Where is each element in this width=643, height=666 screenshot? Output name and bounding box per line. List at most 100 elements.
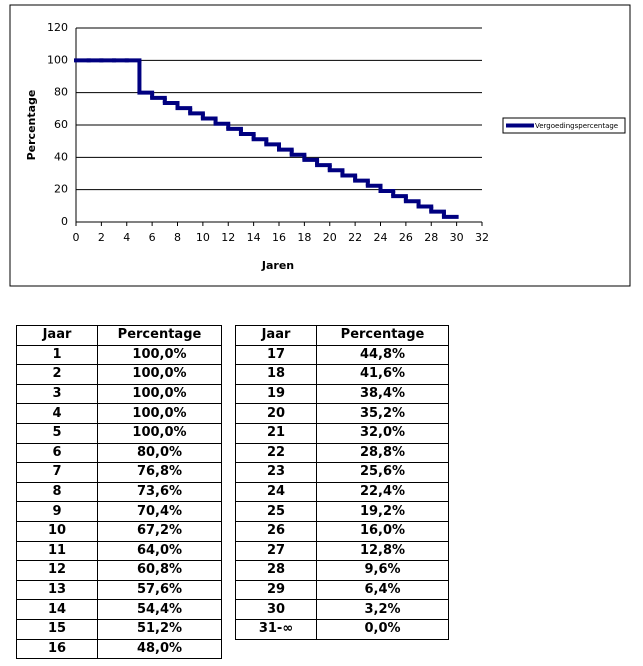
table-row: 26 16,0% [235, 520, 449, 542]
table-cell: 100,0% [97, 344, 222, 366]
table-cell: 100,0% [97, 364, 222, 385]
y-tick-label: 20 [54, 183, 68, 196]
table-row: 14 54,4% [16, 599, 222, 620]
table-cell: 32,0% [316, 422, 449, 444]
table-cell: 12 [16, 560, 98, 581]
table-cell: 19,2% [316, 501, 449, 522]
table-row: 13 57,6% [16, 579, 222, 601]
y-tick-label: 80 [54, 86, 68, 99]
table-row: 9 70,4% [16, 501, 222, 522]
table-cell: 4 [16, 403, 98, 424]
table-cell: 16,0% [316, 520, 449, 542]
x-tick-label: 8 [174, 231, 181, 244]
table-cell: 100,0% [97, 383, 222, 405]
table-cell: 0,0% [316, 618, 449, 640]
table: Jaar Percentage 1 100,0% 2 100,0% 3 100,0% 4 100,… [16, 325, 222, 660]
table-row: 24 22,4% [235, 481, 449, 503]
x-axis-label: Jaren [261, 259, 294, 272]
table-row: Jaar Percentage [235, 325, 449, 346]
table-cell: 11 [16, 540, 98, 562]
x-tick-label: 24 [374, 231, 388, 244]
table-row: 8 73,6% [16, 481, 222, 503]
table-cell: 7 [16, 462, 98, 483]
table-row: 5 100,0% [16, 422, 222, 444]
x-tick-label: 26 [399, 231, 413, 244]
table-row: 27 12,8% [235, 540, 449, 562]
table-cell: 25,6% [316, 462, 449, 483]
table-row: 20 35,2% [235, 403, 449, 424]
table-cell: 100,0% [97, 403, 222, 424]
table-cell: 15 [16, 618, 98, 640]
table-row: 10 67,2% [16, 520, 222, 542]
table-cell: 35,2% [316, 403, 449, 424]
x-tick-label: 14 [247, 231, 261, 244]
table-row: 16 48,0% [16, 638, 222, 660]
table-cell: 1 [16, 344, 98, 366]
y-tick-label: 40 [54, 150, 68, 163]
table-row: 23 25,6% [235, 462, 449, 483]
table-cell: 2 [16, 364, 98, 385]
table-cell: 27 [235, 540, 317, 562]
x-tick-label: 2 [98, 231, 105, 244]
table-row: 12 60,8% [16, 560, 222, 581]
table-cell: 20 [235, 403, 317, 424]
table-cell: 14 [16, 599, 98, 620]
table-cell: 29 [235, 579, 317, 601]
table-row: 1 100,0% [16, 344, 222, 366]
table-cell: 10 [16, 520, 98, 542]
legend [502, 117, 626, 134]
table-cell: 51,2% [97, 618, 222, 640]
table-row: 22 28,8% [235, 442, 449, 464]
chart-frame [9, 4, 631, 287]
table-cell: 41,6% [316, 364, 449, 385]
table-cell: 6 [16, 442, 98, 464]
x-tick-label: 10 [196, 231, 210, 244]
table-row: 17 44,8% [235, 344, 449, 366]
table-row: 2 100,0% [16, 364, 222, 385]
x-tick-label: 28 [424, 231, 438, 244]
x-tick-label: 12 [221, 231, 235, 244]
x-tick-label: 6 [149, 231, 156, 244]
table-cell: 73,6% [97, 481, 222, 503]
table-row: 28 9,6% [235, 560, 449, 581]
table-cell: 38,4% [316, 383, 449, 405]
table-cell: 100,0% [97, 422, 222, 444]
table-cell: 24 [235, 481, 317, 503]
table-row: Jaar Percentage [16, 325, 222, 346]
table-row: 29 6,4% [235, 579, 449, 601]
table-cell: 3 [16, 383, 98, 405]
table-row: 7 76,8% [16, 462, 222, 483]
x-tick-label: 18 [297, 231, 311, 244]
table-cell: 16 [16, 638, 98, 660]
table-row: 4 100,0% [16, 403, 222, 424]
table-cell: 44,8% [316, 344, 449, 366]
table-cell: 12,8% [316, 540, 449, 562]
y-tick-label: 0 [61, 215, 68, 228]
table-row: 3 100,0% [16, 383, 222, 405]
table-row: 21 32,0% [235, 422, 449, 444]
x-tick-label: 32 [475, 231, 489, 244]
table-row: 25 19,2% [235, 501, 449, 522]
table: Jaar Percentage 17 44,8% 18 41,6% 19 38,4% 20 35,… [235, 325, 449, 640]
table-cell: 5 [16, 422, 98, 444]
table-row: 31-∞ 0,0% [235, 618, 449, 640]
table-cell: Percentage [316, 325, 449, 346]
table-cell: 70,4% [97, 501, 222, 522]
table-cell: 80,0% [97, 442, 222, 464]
table-cell: 6,4% [316, 579, 449, 601]
table-cell: 17 [235, 344, 317, 366]
table-cell: 54,4% [97, 599, 222, 620]
table-cell: 76,8% [97, 462, 222, 483]
table-cell: 22 [235, 442, 317, 464]
table-row: 19 38,4% [235, 383, 449, 405]
table-cell: 28,8% [316, 442, 449, 464]
x-tick-label: 22 [348, 231, 362, 244]
legend-label: Vergoedingspercentage [535, 122, 618, 130]
table-cell: 28 [235, 560, 317, 581]
table-cell: 3,2% [316, 599, 449, 620]
table-cell: 21 [235, 422, 317, 444]
table-cell: 13 [16, 579, 98, 601]
x-tick-label: 16 [272, 231, 286, 244]
table-row: 30 3,2% [235, 599, 449, 620]
x-tick-label: 4 [123, 231, 130, 244]
